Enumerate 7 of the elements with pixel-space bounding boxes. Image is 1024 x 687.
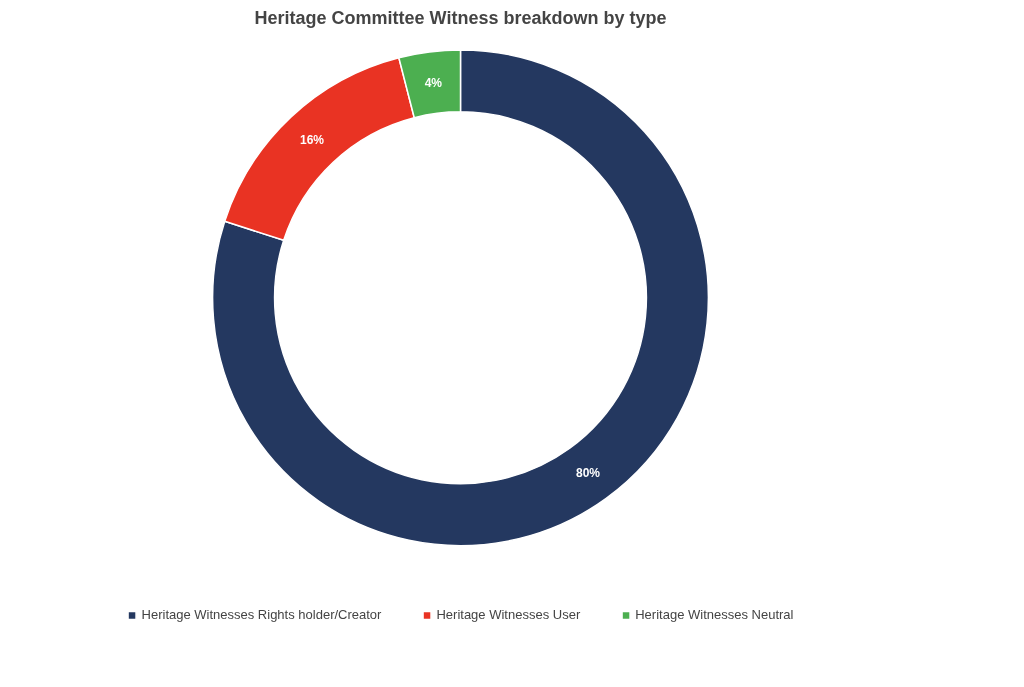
- chart-title: Heritage Committee Witness breakdown by type: [254, 7, 667, 28]
- data-label: 16%: [300, 132, 325, 147]
- data-label: 80%: [575, 466, 601, 481]
- legend-label: Heritage Witnesses User: [436, 607, 581, 622]
- legend-label: Heritage Witnesses Rights holder/Creator: [141, 607, 382, 622]
- legend-label: Heritage Witnesses Neutral: [635, 607, 794, 622]
- data-label: 4%: [424, 75, 443, 90]
